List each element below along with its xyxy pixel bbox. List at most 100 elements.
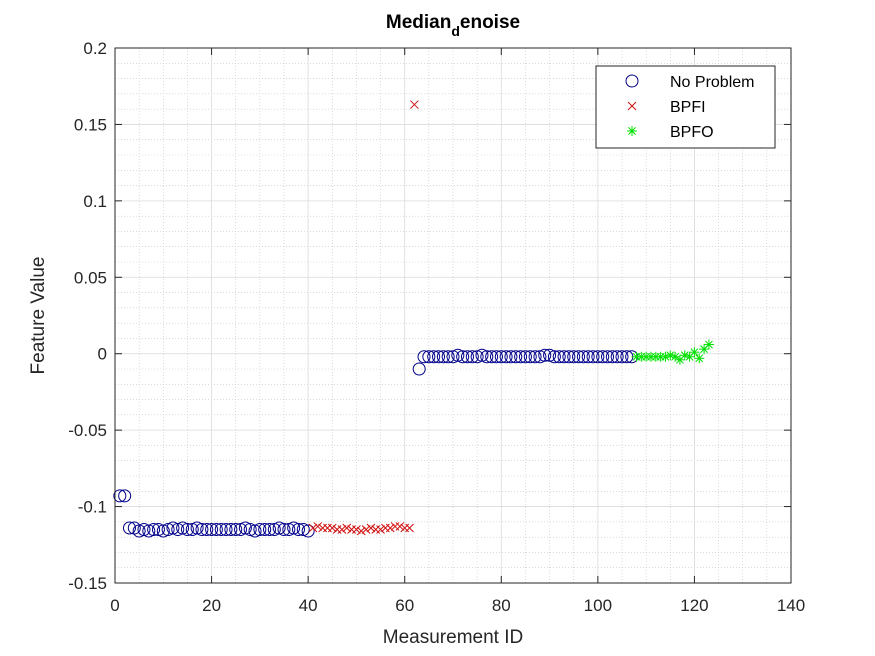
title-main: Median <box>386 12 451 33</box>
legend: No Problem BPFI BPFO <box>595 65 776 149</box>
point-no-problem <box>456 350 470 364</box>
point-no-problem <box>272 521 286 535</box>
point-no-problem <box>557 350 571 364</box>
point-bpfi <box>352 525 361 534</box>
point-bpfi <box>308 523 318 533</box>
point-no-problem <box>615 350 629 364</box>
point-no-problem <box>195 523 209 536</box>
legend-symbol <box>625 74 639 88</box>
y-tick-label: -0.05 <box>68 421 107 440</box>
point-no-problem <box>432 350 446 364</box>
point-no-problem <box>605 350 619 364</box>
point-no-problem <box>543 348 557 362</box>
point-no-problem <box>118 489 132 503</box>
point-no-problem <box>480 350 494 364</box>
y-tick-label: 0.1 <box>83 192 107 211</box>
legend-symbol <box>627 126 637 136</box>
point-no-problem <box>576 350 590 364</box>
asterisk-stroke <box>661 352 670 361</box>
y-tick-labels: -0.15 -0.1 -0.05 0 0.05 0.1 0.15 0.2 <box>68 39 107 593</box>
point-no-problem <box>282 523 296 536</box>
legend-symbol <box>627 101 637 111</box>
y-tick-label: 0.05 <box>74 268 107 287</box>
point-no-problem <box>267 523 281 536</box>
point-no-problem <box>475 348 489 362</box>
point-no-problem <box>528 350 542 364</box>
point-bpfo <box>660 351 671 362</box>
point-bpfi <box>356 526 366 536</box>
point-no-problem <box>176 521 190 535</box>
series-no-problem <box>113 348 639 538</box>
point-bpfi <box>405 523 414 533</box>
x-tick-label: 100 <box>584 596 612 615</box>
point-bpfo <box>689 347 700 358</box>
point-no-problem <box>190 521 204 535</box>
point-no-problem <box>234 523 248 536</box>
point-no-problem <box>166 521 180 535</box>
point-no-problem <box>552 350 566 364</box>
x-stroke <box>313 522 323 531</box>
point-no-problem <box>142 524 156 538</box>
legend-label-bpfo: BPFO <box>670 124 714 141</box>
chart-title: Mediandenoise <box>386 12 520 39</box>
point-no-problem <box>214 523 228 536</box>
point-no-problem <box>185 523 199 536</box>
point-bpfo <box>694 353 705 364</box>
point-no-problem <box>494 350 508 364</box>
point-no-problem <box>427 350 441 364</box>
x-stroke <box>627 101 637 111</box>
y-tick-label: -0.15 <box>68 574 107 593</box>
y-axis-title: Feature Value <box>28 257 49 375</box>
point-no-problem <box>248 524 262 538</box>
plot-frame <box>114 47 792 584</box>
point-bpfi <box>313 522 323 531</box>
x-tick-label: 120 <box>680 596 708 615</box>
point-bpfi <box>337 525 347 534</box>
point-no-problem <box>601 350 615 364</box>
point-no-problem <box>533 350 547 364</box>
asterisk-stroke <box>704 340 713 349</box>
point-no-problem <box>263 523 277 536</box>
point-no-problem <box>417 350 431 364</box>
point-no-problem <box>610 350 624 364</box>
point-no-problem <box>147 523 161 536</box>
asterisk-stroke <box>628 127 636 135</box>
point-bpfi <box>395 522 405 531</box>
legend-marker-no-problem <box>625 74 639 88</box>
x-stroke <box>385 523 395 533</box>
point-no-problem <box>137 523 151 536</box>
point-no-problem <box>151 523 165 536</box>
x-tick-label: 40 <box>299 596 318 615</box>
asterisk-stroke <box>666 351 675 360</box>
point-bpfi <box>376 525 385 534</box>
x-stroke <box>376 525 385 534</box>
point-bpfo <box>703 339 714 350</box>
legend-marker-bpfo <box>627 126 637 136</box>
point-no-problem <box>132 524 146 538</box>
point-no-problem <box>301 524 315 538</box>
x-tick-labels: 0 20 40 60 80 100 120 140 <box>110 596 805 615</box>
y-tick-label: 0.2 <box>83 39 107 58</box>
point-no-problem <box>243 523 257 536</box>
point-no-problem <box>470 350 484 364</box>
point-bpfi <box>327 523 337 533</box>
x-axis-title: Measurement ID <box>383 627 523 648</box>
legend-label-no-problem: No Problem <box>670 74 754 91</box>
point-no-problem <box>504 350 518 364</box>
point-no-problem <box>258 523 272 536</box>
point-no-problem <box>171 523 185 536</box>
point-no-problem <box>156 524 170 538</box>
point-no-problem <box>567 350 581 364</box>
x-stroke <box>337 525 347 534</box>
point-no-problem <box>538 348 552 362</box>
asterisk-stroke <box>690 348 699 357</box>
point-bpfi <box>366 523 376 533</box>
point-no-problem <box>485 350 499 364</box>
point-bpfi <box>410 100 419 109</box>
point-no-problem <box>287 521 301 535</box>
x-stroke <box>410 100 419 109</box>
legend-label-bpfi: BPFI <box>670 99 706 116</box>
point-no-problem <box>591 350 605 364</box>
x-stroke <box>352 525 361 534</box>
